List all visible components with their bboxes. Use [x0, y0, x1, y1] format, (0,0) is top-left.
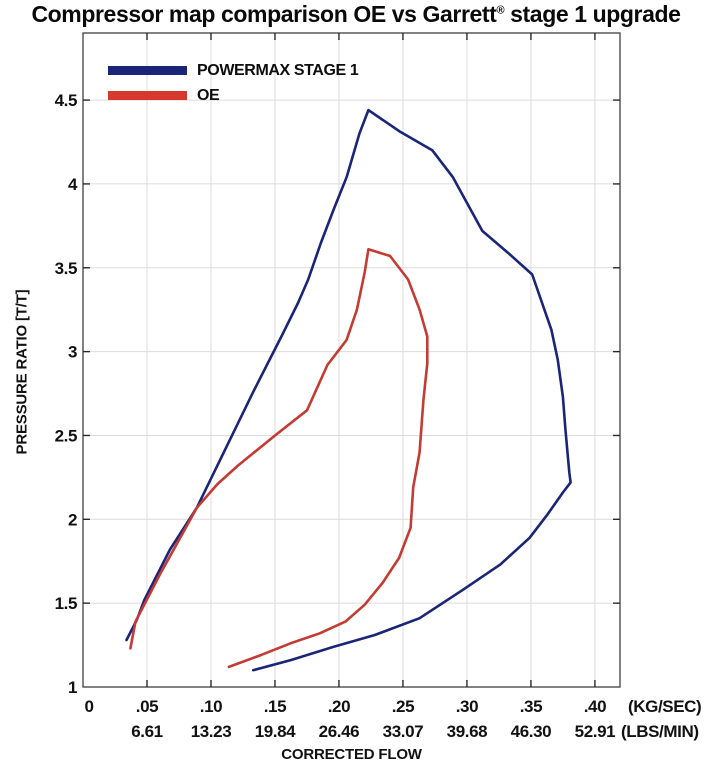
x-tick-label-kgsec: .35	[520, 697, 542, 716]
y-tick-label: 3	[68, 343, 77, 362]
legend-label-oe: OE	[197, 86, 220, 104]
series-line-powermax-stage-1	[125, 108, 572, 672]
x-tick-label-kgsec: 0	[84, 697, 93, 716]
legend-label-powermax: POWERMAX STAGE 1	[197, 61, 359, 79]
legend-item-oe: OE	[108, 83, 358, 108]
y-tick-label: 2	[68, 510, 77, 529]
x-tick-label-kgsec: .20	[328, 697, 350, 716]
chart-title-text-tail: stage 1 upgrade	[504, 1, 681, 27]
y-tick-label: 3.5	[55, 259, 77, 278]
x-tick-label-lbsmin: 6.61	[131, 722, 163, 741]
x-tick-label-kgsec: .15	[264, 697, 286, 716]
legend-item-powermax: POWERMAX STAGE 1	[108, 58, 359, 83]
x-tick-label-lbsmin: 39.68	[447, 722, 488, 741]
oe-line-swatch	[108, 91, 187, 100]
x-tick-label-kgsec: .40	[584, 697, 606, 716]
x-tick-label-kgsec: .30	[456, 697, 478, 716]
x-tick-label-kgsec: .25	[392, 697, 414, 716]
y-tick-label: 1.5	[55, 594, 77, 613]
y-tick-label: 2.5	[55, 426, 77, 445]
y-tick-label: 1	[68, 678, 77, 697]
x-tick-label-kgsec: .05	[136, 697, 158, 716]
x-tick-label-lbsmin: 52.91	[575, 722, 616, 741]
legend: POWERMAX STAGE 1 OE	[108, 58, 359, 108]
y-tick-label: 4.5	[55, 91, 77, 110]
unit-label-lbsmin: (LBS/MIN)	[621, 722, 699, 741]
registered-mark: ®	[496, 4, 505, 17]
y-axis-label: PRESSURE RATIO [T/T]	[13, 289, 31, 455]
chart-title: Compressor map comparison OE vs Garrett®…	[0, 1, 712, 28]
x-tick-label-lbsmin: 19.84	[255, 722, 296, 741]
unit-label-kgsec: (KG/SEC)	[628, 697, 701, 716]
x-tick-label-lbsmin: 33.07	[383, 722, 424, 741]
x-tick-label-lbsmin: 46.30	[511, 722, 552, 741]
series-line-oe	[129, 248, 429, 669]
x-tick-label-lbsmin: 26.46	[319, 722, 360, 741]
plot-border	[82, 32, 621, 688]
chart-title-text: Compressor map comparison OE vs Garrett	[31, 1, 497, 27]
x-tick-label-lbsmin: 13.23	[191, 722, 232, 741]
x-axis-label: CORRECTED FLOW	[281, 746, 422, 763]
y-tick-label: 4	[68, 175, 78, 194]
powermax-line-swatch	[108, 66, 187, 75]
x-tick-label-kgsec: .10	[200, 697, 222, 716]
